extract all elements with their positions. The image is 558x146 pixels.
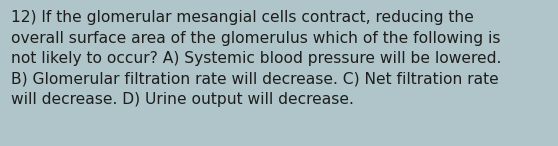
Text: 12) If the glomerular mesangial cells contract, reducing the
overall surface are: 12) If the glomerular mesangial cells co…	[11, 10, 502, 107]
